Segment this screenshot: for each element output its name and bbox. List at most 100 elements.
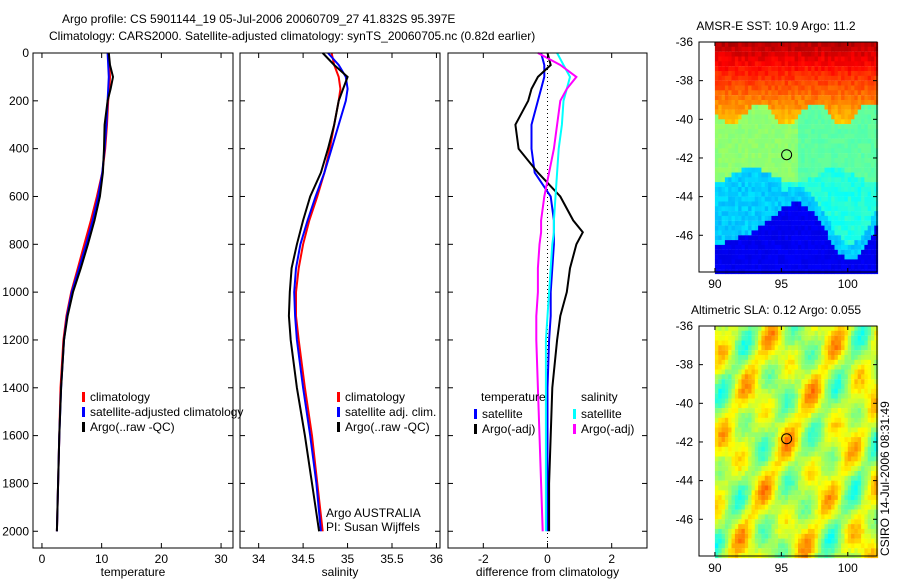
map-cell xyxy=(721,254,726,260)
map-cell xyxy=(798,466,802,472)
map-cell xyxy=(831,80,835,86)
map-cell xyxy=(801,138,806,144)
map-cell xyxy=(867,543,872,549)
map-cell xyxy=(778,350,782,356)
map-cell xyxy=(847,432,852,438)
map-cell xyxy=(844,403,849,409)
map-cell xyxy=(871,249,875,255)
map-cell xyxy=(857,504,862,510)
map-cell xyxy=(791,456,796,462)
map-cell xyxy=(871,504,875,510)
map-cell xyxy=(728,451,732,457)
map-cell xyxy=(751,220,756,226)
map-cell xyxy=(748,485,752,491)
map-cell xyxy=(751,355,756,360)
map-cell xyxy=(731,220,736,226)
map-cell xyxy=(864,71,869,76)
map-cell xyxy=(761,138,766,144)
map-cell xyxy=(841,533,845,539)
map-cell xyxy=(734,514,739,520)
map-cell xyxy=(857,490,862,496)
map-cell xyxy=(748,456,752,462)
map-cell xyxy=(837,398,842,404)
map-cell xyxy=(814,364,819,370)
map-cell xyxy=(781,109,786,115)
map-cell xyxy=(844,417,849,423)
map-cell xyxy=(778,408,782,414)
figure-title-line2: Climatology: CARS2000. Satellite-adjuste… xyxy=(49,29,536,43)
map-cell xyxy=(774,437,779,443)
map-cell xyxy=(851,114,855,120)
map-cell xyxy=(854,259,859,265)
map-cell xyxy=(827,427,832,433)
map-cell xyxy=(864,225,869,231)
map-cell xyxy=(851,408,855,414)
map-cell xyxy=(827,524,832,530)
map-cell xyxy=(744,355,749,360)
map-cell xyxy=(744,442,749,447)
map-cell xyxy=(807,259,812,265)
map-cell xyxy=(841,393,845,399)
map-cell xyxy=(861,403,865,409)
map-cell xyxy=(751,66,756,72)
map-cell xyxy=(791,104,796,110)
map-cell xyxy=(714,519,719,525)
map-cell xyxy=(841,359,845,365)
map-cell xyxy=(851,326,855,331)
map-cell xyxy=(841,191,845,197)
map-cell xyxy=(731,46,736,52)
map-cell xyxy=(841,326,845,331)
map-cell xyxy=(834,177,839,183)
map-cell xyxy=(791,359,796,365)
map-cell xyxy=(774,46,779,52)
map-cell xyxy=(721,364,726,370)
map-cell xyxy=(738,61,742,67)
map-cell xyxy=(854,167,859,173)
map-cell xyxy=(867,259,872,265)
argo-location-marker xyxy=(781,149,793,161)
map-cell xyxy=(837,475,842,481)
map-cell xyxy=(764,345,769,351)
map-cell xyxy=(811,408,815,414)
map-cell xyxy=(714,509,719,515)
map-cell xyxy=(814,172,819,178)
map-cell xyxy=(807,543,812,549)
map-cell xyxy=(738,109,742,115)
map-cell xyxy=(748,167,752,173)
map-cell xyxy=(794,148,799,154)
map-cell xyxy=(831,499,835,505)
map-cell xyxy=(804,104,809,110)
map-cell xyxy=(758,201,762,207)
map-cell xyxy=(851,66,855,72)
map-cell xyxy=(824,51,829,57)
map-cell xyxy=(791,61,796,67)
map-cell xyxy=(744,330,749,336)
map-cell xyxy=(827,61,832,67)
map-cell xyxy=(851,475,855,481)
map-cell xyxy=(847,75,852,81)
map-cell xyxy=(724,225,729,231)
map-cell xyxy=(744,240,749,246)
map-cell xyxy=(864,504,869,510)
map-cell xyxy=(834,543,839,549)
map-cell xyxy=(864,259,869,265)
map-cell xyxy=(791,85,796,91)
map-cell xyxy=(861,340,865,346)
map-cell xyxy=(807,61,812,67)
map-cell xyxy=(751,230,756,236)
map-cell xyxy=(798,85,802,91)
map-cell xyxy=(718,71,723,76)
map-cell xyxy=(804,51,809,57)
map-cell xyxy=(814,514,819,520)
map-cell xyxy=(751,485,756,491)
map-cell xyxy=(854,187,859,192)
map-cell xyxy=(761,548,766,554)
map-cell xyxy=(817,264,822,270)
map-cell xyxy=(824,359,829,365)
map-cell xyxy=(874,206,879,212)
map-cell xyxy=(844,119,849,125)
map-cell xyxy=(861,80,865,86)
map-cell xyxy=(721,355,726,360)
map-cell xyxy=(788,326,792,331)
map-cell xyxy=(791,345,796,351)
